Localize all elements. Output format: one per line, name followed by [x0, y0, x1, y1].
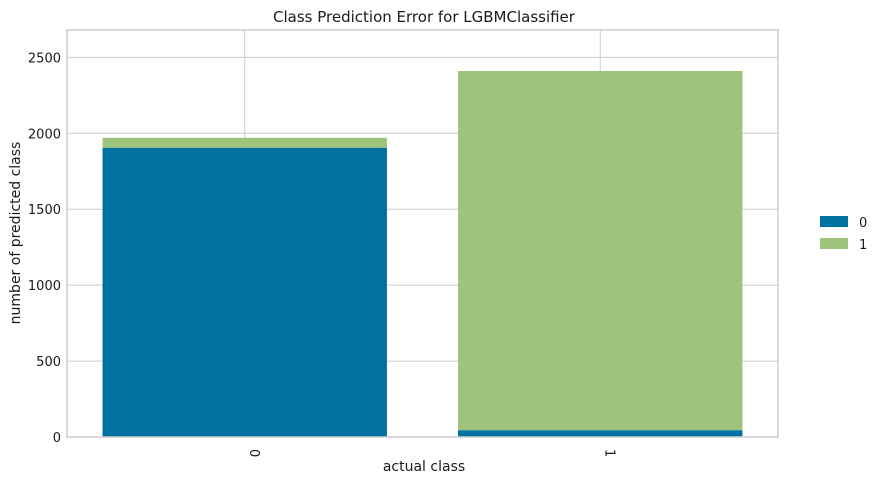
- bar-actual-0-predicted-1: [102, 137, 387, 148]
- legend-label-1: 1: [859, 238, 867, 253]
- y-tick-label: 500: [36, 355, 61, 370]
- legend-swatch-1: [820, 238, 848, 249]
- legend-label-0: 0: [859, 216, 867, 231]
- bars: [102, 71, 743, 437]
- y-tick-label: 0: [53, 431, 61, 446]
- bar-actual-1-predicted-1: [458, 71, 743, 431]
- x-axis-title: actual class: [383, 459, 465, 475]
- y-tick-label: 1500: [28, 203, 61, 218]
- bar-actual-0-predicted-0: [102, 147, 387, 437]
- x-tick-label: 0: [246, 449, 261, 457]
- chart-title: Class Prediction Error for LGBMClassifie…: [273, 8, 576, 26]
- y-tick-label: 2500: [28, 51, 61, 66]
- legend-swatch-0: [820, 216, 848, 227]
- y-axis-ticks: 0 500 1000 1500 2000 2500: [28, 51, 61, 446]
- y-tick-label: 1000: [28, 279, 61, 294]
- y-tick-label: 2000: [28, 127, 61, 142]
- plot-frame: [66, 29, 779, 438]
- legend: 01: [820, 216, 867, 253]
- bar-actual-1-predicted-0: [458, 430, 743, 437]
- y-axis-title: number of predicted class: [8, 142, 24, 325]
- x-tick-label: 1: [601, 449, 616, 457]
